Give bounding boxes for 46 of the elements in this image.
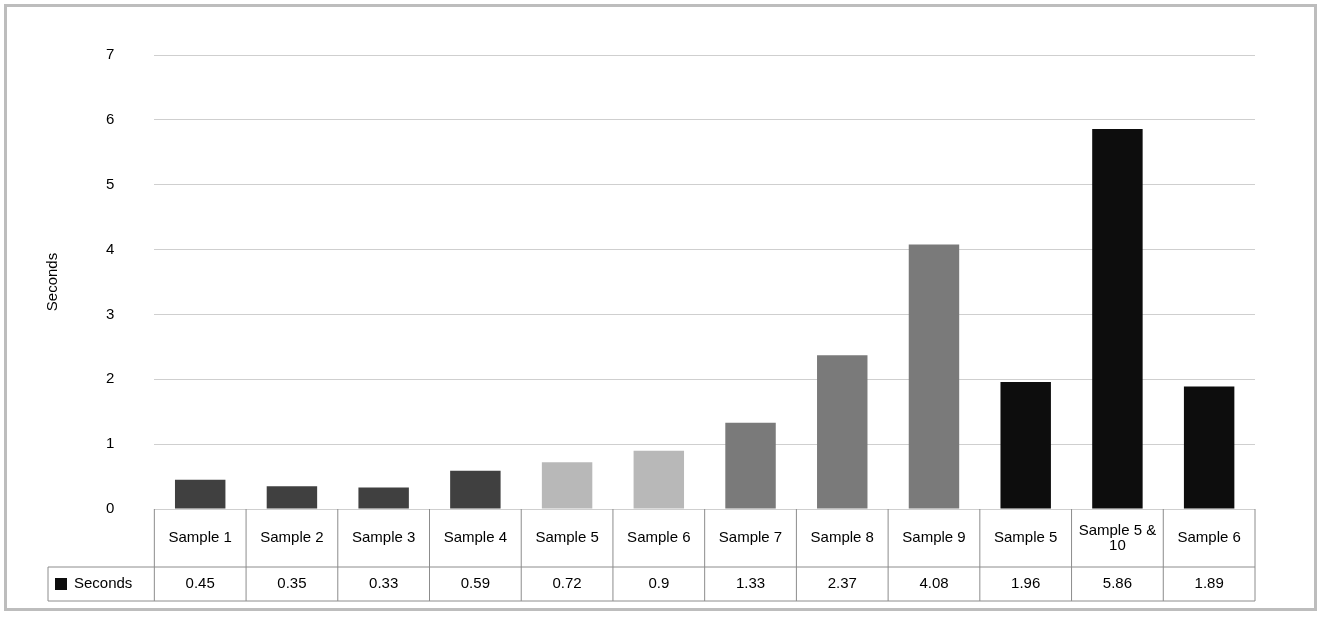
y-tick-label: 1: [106, 434, 115, 452]
data-label: 4.08: [919, 574, 949, 592]
x-tick-label: Sample 2: [260, 528, 324, 546]
y-tick-label: 0: [106, 499, 115, 517]
y-tick-label: 4: [106, 239, 115, 257]
data-label: 5.86: [1102, 574, 1133, 592]
bar: [1092, 128, 1143, 509]
x-tick-label: Sample 4: [443, 528, 508, 546]
bar: [541, 462, 593, 509]
y-tick-label: 2: [106, 369, 115, 387]
y-tick-label: 6: [106, 110, 115, 127]
x-tick-label: Sample 5: [535, 528, 599, 546]
data-label: 1.89: [1194, 574, 1224, 592]
bar: [358, 487, 409, 509]
x-tick-label: Sample 5 & 10: [1078, 520, 1157, 553]
data-label: 0.35: [277, 574, 307, 592]
y-tick-label: 7: [106, 45, 115, 63]
x-tick-label: Sample 3: [351, 528, 416, 546]
bar: [450, 470, 501, 509]
x-tick-label: Sample 1: [168, 528, 232, 546]
bar: [908, 244, 960, 509]
bar: [266, 486, 318, 509]
data-label: 1.33: [735, 574, 766, 592]
data-label: 1.96: [1011, 574, 1041, 592]
bar: [174, 479, 226, 509]
data-label: 0.59: [460, 574, 490, 592]
data-label: 2.37: [827, 574, 857, 592]
bar: [817, 355, 868, 509]
x-tick-label: Sample 5: [994, 528, 1058, 546]
bar: [633, 450, 685, 509]
y-tick-label: 3: [106, 304, 115, 322]
data-label: 0.9: [648, 574, 670, 592]
y-axis-title: Seconds: [43, 252, 61, 312]
y-tick-label: 5: [106, 174, 115, 192]
x-tick-label: Sample 7: [718, 528, 783, 546]
x-tick-label: Sample 6: [1177, 528, 1241, 546]
bar: [1183, 386, 1235, 509]
data-label: 0.33: [369, 574, 399, 592]
bar: [1000, 381, 1051, 509]
data-label: 0.72: [552, 574, 582, 592]
x-tick-label: Sample 6: [627, 528, 691, 546]
x-tick-label: Sample 9: [902, 528, 966, 546]
bar: [725, 422, 776, 509]
legend-label: Seconds: [74, 574, 133, 592]
x-tick-label: Sample 8: [810, 528, 874, 546]
data-label: 0.45: [185, 574, 215, 592]
